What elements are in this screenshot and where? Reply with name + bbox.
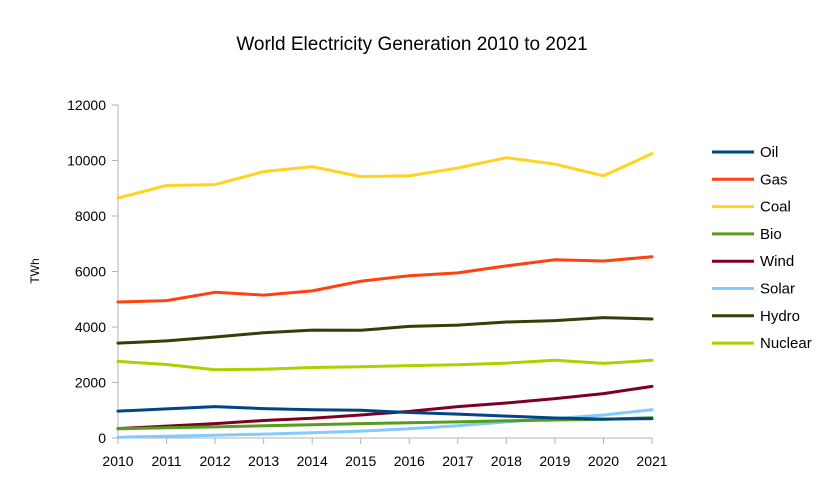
x-tick-label: 2021 bbox=[636, 453, 667, 469]
x-tick-label: 2020 bbox=[588, 453, 619, 469]
series-line-wind bbox=[116, 384, 654, 431]
x-tick-label: 2012 bbox=[200, 453, 231, 469]
y-tick-label: 2000 bbox=[75, 375, 106, 391]
x-tick-label: 2014 bbox=[297, 453, 328, 469]
x-tick-label: 2015 bbox=[345, 453, 376, 469]
x-tick-label: 2018 bbox=[491, 453, 522, 469]
x-tick-label: 2013 bbox=[248, 453, 279, 469]
y-tick-label: 4000 bbox=[75, 319, 106, 335]
y-tick-label: 6000 bbox=[75, 264, 106, 280]
x-tick-label: 2019 bbox=[539, 453, 570, 469]
legend-label-coal: Coal bbox=[760, 199, 791, 216]
legend-label-hydro: Hydro bbox=[760, 308, 800, 325]
y-tick-label: 0 bbox=[98, 430, 106, 446]
series-line-hydro bbox=[116, 316, 654, 345]
x-tick-label: 2017 bbox=[442, 453, 473, 469]
axes bbox=[112, 104, 653, 444]
legend-label-nuclear: Nuclear bbox=[760, 335, 812, 352]
legend-label-bio: Bio bbox=[760, 226, 782, 243]
legend-label-solar: Solar bbox=[760, 281, 795, 298]
y-tick-label: 8000 bbox=[75, 208, 106, 224]
y-tick-label: 10000 bbox=[67, 153, 106, 169]
series-line-oil bbox=[116, 405, 654, 421]
x-tick-label: 2010 bbox=[102, 453, 133, 469]
chart-title: World Electricity Generation 2010 to 202… bbox=[236, 34, 587, 55]
series-line-bio bbox=[116, 416, 654, 431]
series-line-nuclear bbox=[116, 358, 654, 372]
y-tick-label: 12000 bbox=[67, 97, 106, 113]
y-axis-label: TWh bbox=[28, 258, 42, 283]
x-tick-label: 2016 bbox=[394, 453, 425, 469]
series-line-coal bbox=[116, 152, 654, 200]
y-tick-labels: 0 2000 4000 6000 8000 10000 12000 bbox=[67, 97, 106, 446]
legend-label-wind: Wind bbox=[760, 253, 794, 270]
legend-label-oil: Oil bbox=[760, 144, 778, 161]
series-lines bbox=[116, 152, 654, 439]
x-tick-labels: 2010 2011 2012 2013 2014 2015 2016 2017 2018 2019… bbox=[102, 453, 667, 469]
x-tick-label: 2011 bbox=[151, 453, 181, 469]
legend: Oil Gas Coal Bio Wind Solar Hydro Nuclear bbox=[712, 144, 812, 352]
series-line-gas bbox=[116, 255, 654, 304]
legend-label-gas: Gas bbox=[760, 171, 788, 188]
